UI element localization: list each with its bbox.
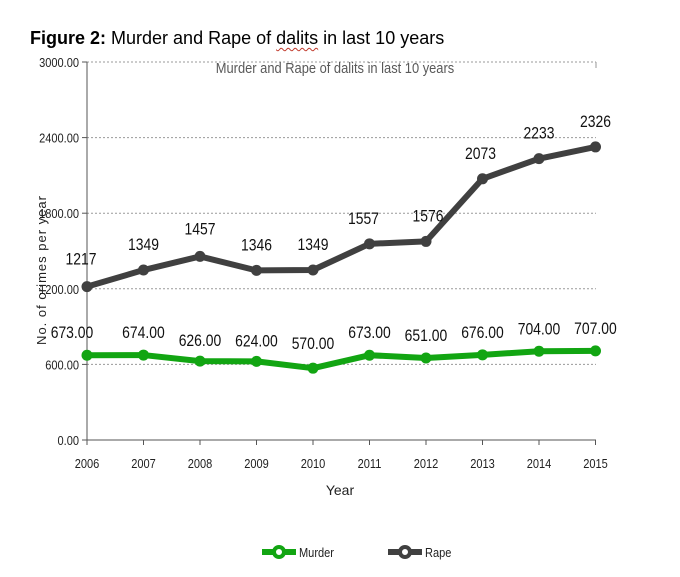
- rape-data-label: 1349: [298, 236, 329, 255]
- y-tick-label: 1200.00: [39, 282, 79, 297]
- x-tick-label: 2008: [188, 456, 213, 471]
- rape-point: [307, 264, 319, 276]
- murder-point: [81, 349, 93, 361]
- murder-point: [477, 349, 488, 361]
- rape-data-label: 1349: [128, 236, 159, 255]
- rape-data-label: 1557: [348, 210, 379, 229]
- legend-rape-marker: [398, 545, 412, 559]
- rape-series-line: [86, 143, 597, 290]
- y-tick-label: 0.00: [58, 433, 80, 448]
- murder-data-label: 624.00: [235, 332, 278, 351]
- rape-data-label: 1346: [241, 236, 272, 255]
- series-layer: [81, 141, 601, 374]
- y-tick-label: 1800.00: [39, 206, 79, 221]
- rape-point: [477, 173, 488, 185]
- rape-point: [194, 250, 206, 262]
- y-tick-label: 2400.00: [39, 131, 79, 146]
- murder-data-label: 673.00: [51, 324, 94, 343]
- murder-point: [251, 355, 262, 367]
- caption-text-after: in last 10 years: [318, 28, 445, 48]
- x-tick-label: 2006: [75, 456, 100, 471]
- rape-data-label: 1217: [66, 250, 97, 269]
- x-tick-label: 2007: [131, 456, 156, 471]
- y-axis-title: No. of crimes per year: [34, 195, 49, 345]
- murder-point: [364, 349, 375, 361]
- caption-flagged-word: dalits: [276, 28, 319, 48]
- y-tick-label: 600.00: [45, 358, 79, 373]
- legend: Murder Rape: [262, 545, 452, 560]
- murder-point: [533, 345, 545, 357]
- rape-data-label: 2233: [524, 124, 555, 143]
- rape-data-label: 2073: [465, 145, 496, 164]
- rape-data-label: 2326: [580, 113, 611, 132]
- x-tick-label: 2011: [358, 456, 382, 471]
- murder-data-label: 673.00: [348, 324, 391, 343]
- murder-data-label: 704.00: [518, 320, 561, 339]
- rape-point: [364, 238, 375, 250]
- rape-point: [81, 281, 93, 293]
- x-tick-label: 2015: [583, 456, 608, 471]
- caption-text-before: Murder and Rape of: [111, 28, 277, 48]
- rape-point: [251, 264, 262, 276]
- murder-point: [194, 355, 206, 367]
- murder-data-label: 651.00: [405, 327, 448, 346]
- murder-data-label: 676.00: [461, 324, 504, 343]
- grid-layer: [87, 61, 596, 365]
- x-tick-label: 2009: [244, 456, 269, 471]
- murder-point: [138, 349, 149, 361]
- figure-label: Figure 2:: [30, 28, 107, 48]
- x-tick-label: 2014: [527, 456, 552, 471]
- rape-point: [533, 153, 545, 165]
- murder-point: [307, 362, 319, 374]
- data-label-layer: 673.00 674.00 626.00 624.00 570.00 673.00 651.…: [51, 113, 617, 354]
- x-axis-title: Year: [326, 482, 355, 498]
- y-tick-label: 3000.00: [39, 55, 79, 70]
- legend-rape-label: Rape: [425, 545, 452, 560]
- murder-data-label: 674.00: [122, 324, 165, 343]
- murder-data-label: 570.00: [292, 335, 335, 354]
- x-tick-label: 2013: [470, 456, 495, 471]
- legend-murder-marker: [272, 545, 286, 559]
- legend-murder-label: Murder: [299, 545, 334, 560]
- x-tick-label: 2010: [301, 456, 326, 471]
- murder-series-line: [86, 347, 596, 372]
- murder-point: [590, 345, 601, 357]
- murder-data-label: 707.00: [574, 320, 617, 339]
- murder-point: [420, 352, 432, 364]
- rape-data-label: 1457: [185, 220, 216, 239]
- rape-point: [420, 235, 432, 247]
- axis-layer: 0.00 600.00 1200.00 1800.00 2400.00 3000.00 20…: [39, 55, 608, 471]
- rape-data-label: 1576: [413, 207, 444, 226]
- murder-data-label: 626.00: [179, 332, 222, 351]
- rape-point: [590, 141, 601, 153]
- rape-point: [138, 264, 149, 276]
- chart-title: Murder and Rape of dalits in last 10 yea…: [216, 59, 454, 76]
- x-tick-label: 2012: [414, 456, 439, 471]
- figure-caption: Figure 2: Murder and Rape of dalits in l…: [30, 28, 444, 49]
